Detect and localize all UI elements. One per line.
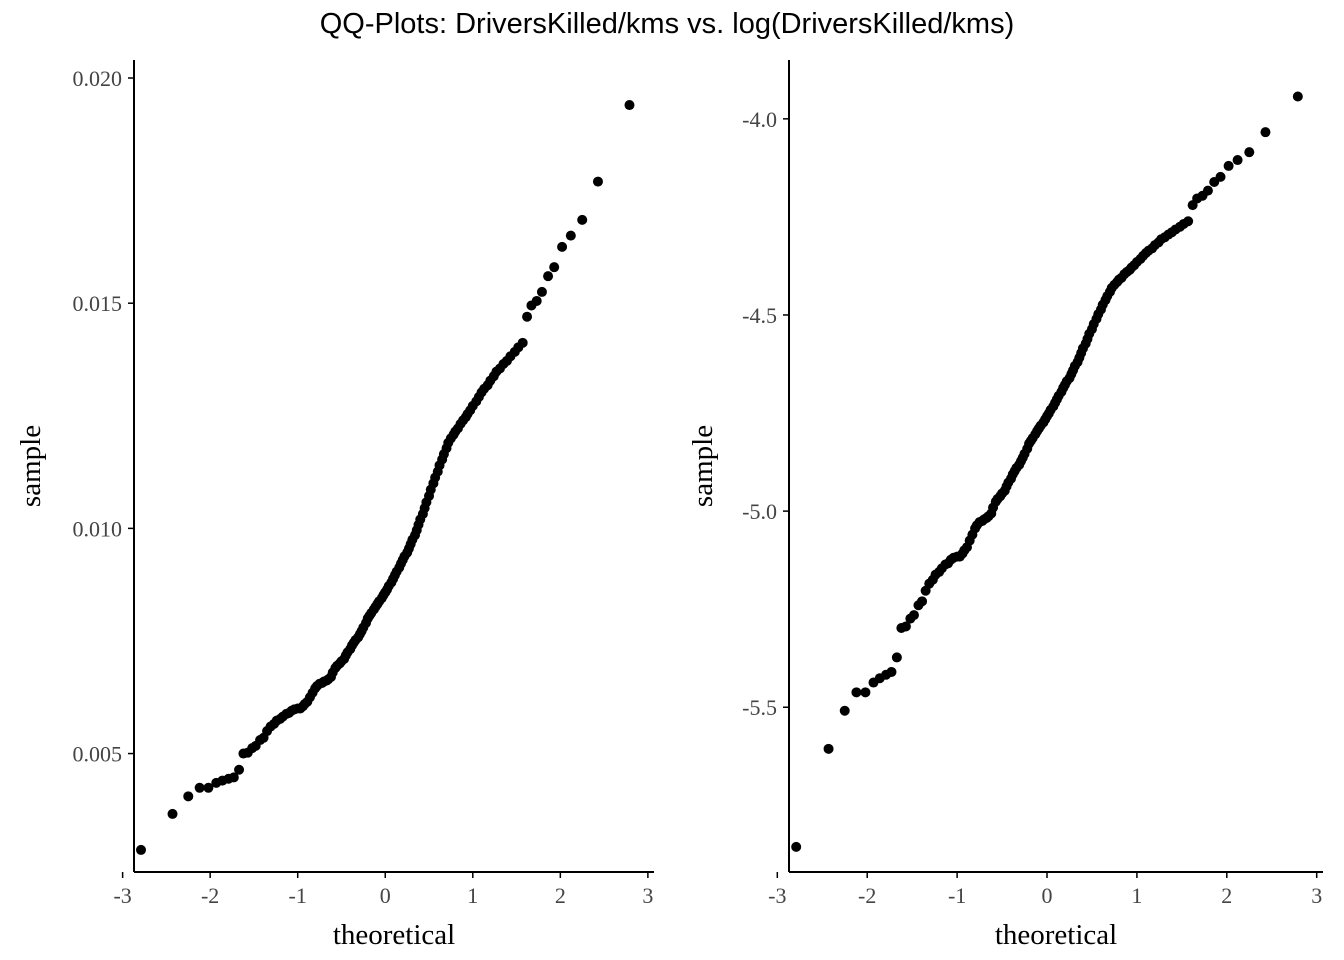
log-x-tick-label: 2 <box>1221 883 1232 908</box>
raw-x-tick-label: 3 <box>642 883 653 908</box>
raw-qq-point <box>549 262 560 273</box>
raw-y-tick-label: 0.020 <box>73 66 123 91</box>
raw-qq-point <box>203 782 214 793</box>
raw-y-tick-label: 0.010 <box>73 516 123 541</box>
raw-y-tick-label: 0.005 <box>73 742 123 767</box>
raw-qq-point <box>517 337 528 348</box>
raw-qq-point <box>592 176 603 187</box>
raw-x-tick-label: 1 <box>467 883 478 908</box>
raw-qq-point <box>167 808 178 819</box>
log-qq-point <box>1202 185 1213 196</box>
log-qq-point <box>900 621 911 632</box>
raw-x-tick-label: -1 <box>289 883 307 908</box>
raw-qq-point <box>183 791 194 802</box>
log-y-axis-label: sample <box>687 425 719 507</box>
log-x-tick-label: 3 <box>1311 883 1322 908</box>
raw-qq-point <box>557 241 568 252</box>
raw-qq-point <box>136 844 147 855</box>
log-x-tick-label: 0 <box>1042 883 1053 908</box>
raw-qq-point <box>543 271 554 282</box>
log-y-tick-label: -5.5 <box>742 695 777 720</box>
log-x-axis-label: theoretical <box>995 919 1117 951</box>
raw-qq-point <box>536 286 547 297</box>
raw-qq-point <box>522 311 533 322</box>
log-y-tick-label: -4.0 <box>742 107 777 132</box>
log-qq-point <box>823 743 834 754</box>
log-qq-point <box>1232 155 1243 166</box>
log-x-tick-label: 1 <box>1131 883 1142 908</box>
qq-plot-log-panel: -3 -2 -1 0 1 2 3 -5.5 -5.0 -4.5 -4.0 theoretical sam… <box>687 60 1323 951</box>
raw-qq-point <box>228 772 239 783</box>
raw-qq-point <box>624 100 635 111</box>
log-qq-point <box>1260 127 1271 138</box>
log-qq-point <box>1223 160 1234 171</box>
raw-qq-point <box>194 782 205 793</box>
raw-qq-point <box>565 230 576 241</box>
log-qq-point <box>791 841 802 852</box>
log-qq-point <box>908 610 919 621</box>
log-x-tick-label: -3 <box>768 883 786 908</box>
qq-plot-raw-panel: -3 -2 -1 0 1 2 3 0.005 0.010 0.015 0.020 theoretica… <box>15 60 654 951</box>
raw-x-axis-label: theoretical <box>333 919 455 951</box>
log-qq-point <box>860 687 871 698</box>
raw-x-tick-label: 2 <box>555 883 566 908</box>
raw-qq-point <box>577 214 588 225</box>
log-x-tick-label: -1 <box>948 883 966 908</box>
log-qq-point <box>1292 91 1303 102</box>
raw-x-tick-label: 0 <box>380 883 391 908</box>
log-qq-point <box>1183 216 1194 227</box>
log-qq-point <box>851 687 862 698</box>
log-qq-point <box>839 705 850 716</box>
figure-title: QQ-Plots: DriversKilled/kms vs. log(Driv… <box>320 8 1015 40</box>
log-qq-point <box>1244 147 1255 158</box>
raw-y-axis-label: sample <box>15 425 47 507</box>
log-qq-point <box>1215 171 1226 182</box>
log-qq-point <box>891 652 902 663</box>
raw-qq-point <box>234 764 245 775</box>
log-x-tick-label: -2 <box>858 883 876 908</box>
log-y-tick-label: -5.0 <box>742 499 777 524</box>
raw-y-tick-label: 0.015 <box>73 291 123 316</box>
raw-x-tick-label: -2 <box>201 883 219 908</box>
raw-qq-point <box>531 295 542 306</box>
log-y-tick-label: -4.5 <box>742 303 777 328</box>
log-qq-point <box>917 596 928 607</box>
log-qq-point <box>886 666 897 677</box>
raw-x-tick-label: -3 <box>113 883 131 908</box>
